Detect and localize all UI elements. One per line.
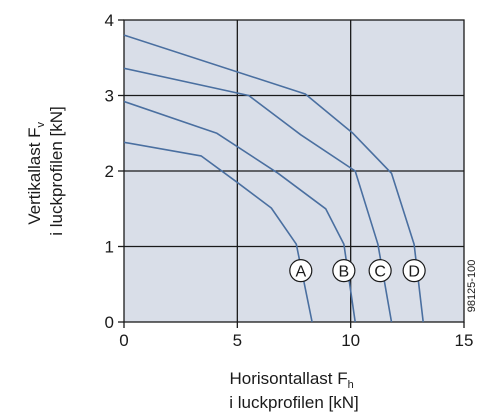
y-axis-title-main: Vertikallast F bbox=[25, 127, 44, 224]
curve-label-a: A bbox=[295, 264, 306, 281]
x-axis-title-line2: i luckprofilen [kN] bbox=[229, 393, 358, 412]
curve-label-circle-c bbox=[368, 259, 392, 283]
curve-label-b: B bbox=[339, 264, 350, 281]
curves: A B C D bbox=[123, 34, 426, 323]
x-tick-label: 15 bbox=[455, 331, 474, 350]
y-tick-label: 4 bbox=[105, 11, 114, 30]
x-tick-label: 0 bbox=[119, 331, 128, 350]
x-tick-label: 10 bbox=[341, 331, 360, 350]
axis-ticks: 0 1 2 3 4 0 5 10 15 bbox=[105, 11, 474, 350]
curve-a bbox=[123, 141, 313, 323]
y-tick-label: 3 bbox=[105, 87, 114, 106]
y-axis-title: Vertikallast Fv i luckprofilen [kN] bbox=[25, 106, 66, 235]
curve-label-c: C bbox=[374, 264, 386, 281]
curve-label-d: D bbox=[408, 264, 420, 281]
y-axis-title-subscript: v bbox=[35, 121, 47, 127]
y-tick-label: 0 bbox=[105, 313, 114, 332]
y-axis-title-line2: i luckprofilen [kN] bbox=[47, 106, 66, 235]
x-axis-title: Horisontallast Fh i luckprofilen [kN] bbox=[229, 369, 358, 412]
y-tick-label: 1 bbox=[105, 238, 114, 257]
curve-label-circle-d bbox=[402, 259, 426, 283]
x-tick-label: 5 bbox=[233, 331, 242, 350]
y-tick-label: 2 bbox=[105, 162, 114, 181]
x-axis-title-line1: Horisontallast Fh bbox=[230, 369, 354, 391]
curve-b bbox=[123, 100, 356, 323]
x-axis-title-subscript: h bbox=[348, 379, 354, 391]
curve-c bbox=[123, 67, 393, 323]
figure-code: 98125-100 bbox=[466, 260, 478, 313]
curve-label-circle-a bbox=[289, 259, 313, 283]
y-axis-title-line1: Vertikallast Fv bbox=[25, 121, 47, 224]
curve-label-circle-b bbox=[332, 259, 356, 283]
x-axis-title-main: Horisontallast F bbox=[230, 369, 348, 388]
curve-d bbox=[123, 34, 424, 323]
